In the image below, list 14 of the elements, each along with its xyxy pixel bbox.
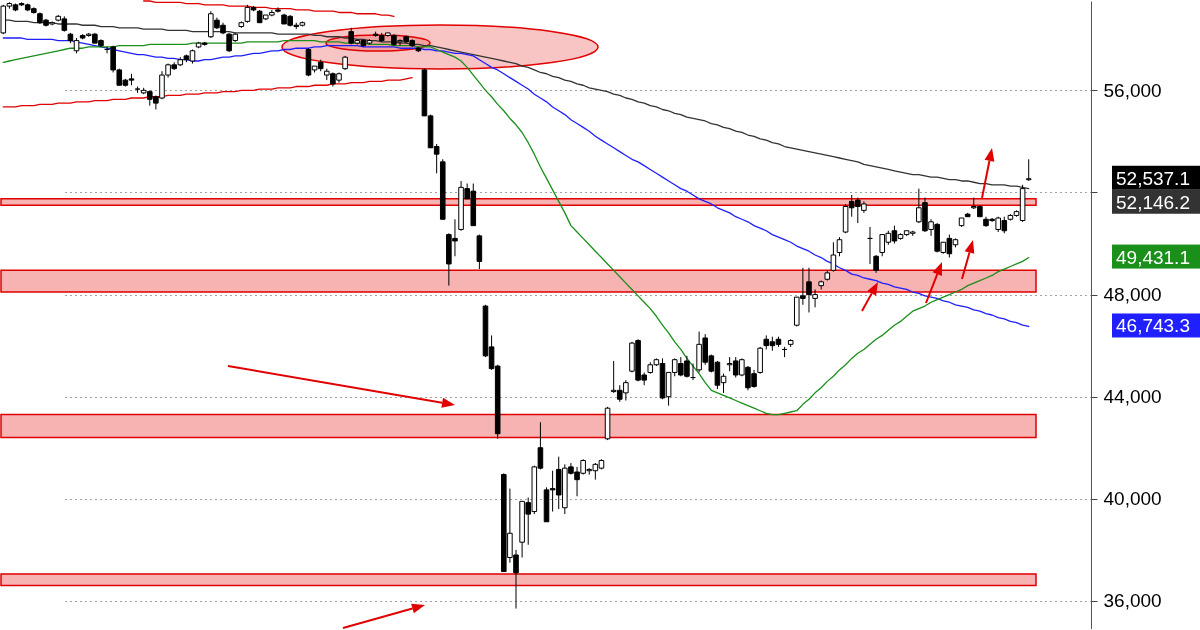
y-tick-label: 44,000 bbox=[1103, 386, 1162, 408]
line-series bbox=[2, 76, 413, 108]
y-tick-label: 48,000 bbox=[1103, 284, 1162, 306]
line-series bbox=[143, 0, 395, 17]
text: 49,431.1 bbox=[1116, 246, 1190, 268]
y-tick-label: 40,000 bbox=[1103, 488, 1162, 510]
y-tick-label: 56,000 bbox=[1103, 79, 1162, 101]
text: 52,146.2 bbox=[1116, 191, 1190, 213]
y-tick-label: 36,000 bbox=[1103, 590, 1162, 612]
candlestick bbox=[836, 236, 843, 257]
candlestick bbox=[1025, 158, 1032, 182]
text: 52,537.1 bbox=[1116, 167, 1190, 189]
text: 46,743.3 bbox=[1116, 315, 1190, 337]
candlestick bbox=[830, 241, 837, 273]
